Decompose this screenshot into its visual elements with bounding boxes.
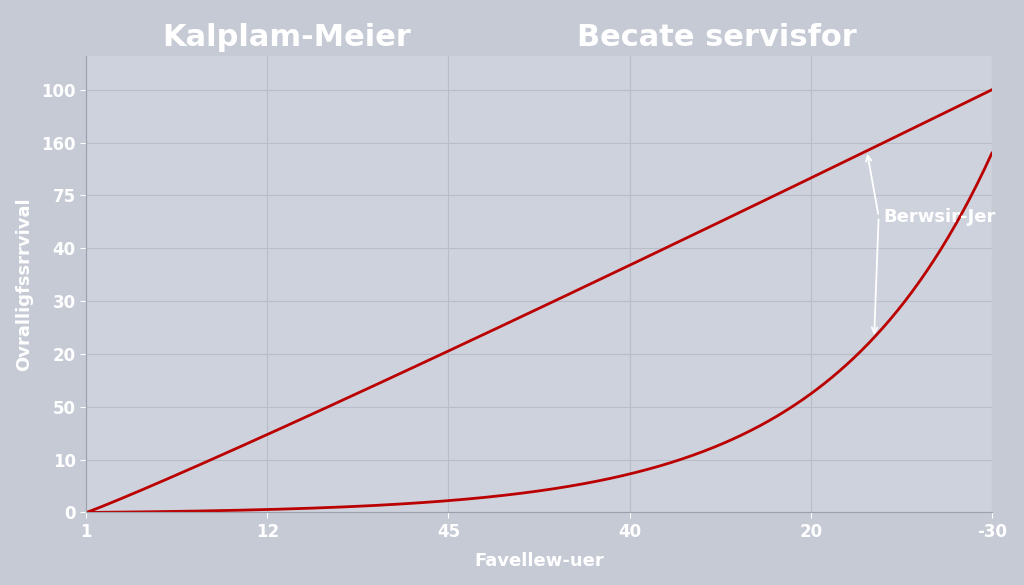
Y-axis label: Ovralligfssrrvival: Ovralligfssrrvival [15, 197, 33, 371]
Text: Becate servisfor: Becate servisfor [577, 23, 857, 53]
Text: Berwsir-Jer: Berwsir-Jer [883, 208, 995, 226]
X-axis label: Favellew-uer: Favellew-uer [474, 552, 604, 570]
Text: Kalplam-Meier: Kalplam-Meier [162, 23, 412, 53]
